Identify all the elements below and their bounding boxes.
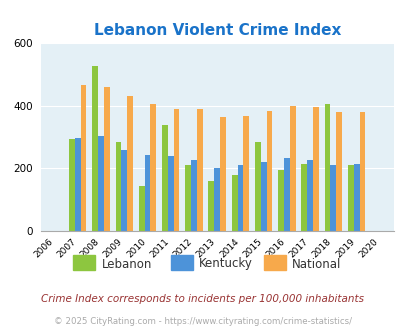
Bar	[330, 165, 335, 231]
Bar	[335, 112, 341, 231]
Bar	[277, 170, 284, 231]
Bar	[150, 104, 156, 231]
Bar	[254, 142, 260, 231]
Bar	[289, 106, 295, 231]
Bar	[208, 182, 214, 231]
Text: Kentucky: Kentucky	[198, 257, 252, 271]
Bar	[243, 116, 249, 231]
Bar	[98, 136, 104, 231]
Bar	[231, 175, 237, 231]
Bar	[359, 112, 364, 231]
Bar	[220, 116, 225, 231]
Bar	[301, 164, 307, 231]
Bar	[127, 96, 133, 231]
Bar	[353, 164, 359, 231]
Bar	[81, 84, 86, 231]
Bar	[144, 155, 150, 231]
Bar	[173, 109, 179, 231]
Bar	[237, 165, 243, 231]
Bar	[162, 125, 167, 231]
Bar	[324, 104, 330, 231]
Bar	[214, 168, 220, 231]
Bar	[266, 111, 272, 231]
Title: Lebanon Violent Crime Index: Lebanon Violent Crime Index	[93, 22, 340, 38]
Text: National: National	[292, 257, 341, 271]
Bar	[121, 150, 127, 231]
Bar	[260, 162, 266, 231]
Bar	[307, 160, 312, 231]
Bar	[75, 138, 81, 231]
Bar	[284, 158, 289, 231]
Text: Crime Index corresponds to incidents per 100,000 inhabitants: Crime Index corresponds to incidents per…	[41, 294, 364, 304]
Bar	[347, 165, 353, 231]
Bar	[115, 142, 121, 231]
Bar	[92, 66, 98, 231]
Bar	[185, 165, 191, 231]
Bar	[104, 87, 109, 231]
Bar	[312, 107, 318, 231]
Text: Lebanon: Lebanon	[101, 257, 151, 271]
Bar	[139, 186, 144, 231]
Bar	[167, 156, 173, 231]
Bar	[69, 139, 75, 231]
Bar	[191, 160, 196, 231]
Bar	[196, 109, 202, 231]
Text: © 2025 CityRating.com - https://www.cityrating.com/crime-statistics/: © 2025 CityRating.com - https://www.city…	[54, 317, 351, 326]
